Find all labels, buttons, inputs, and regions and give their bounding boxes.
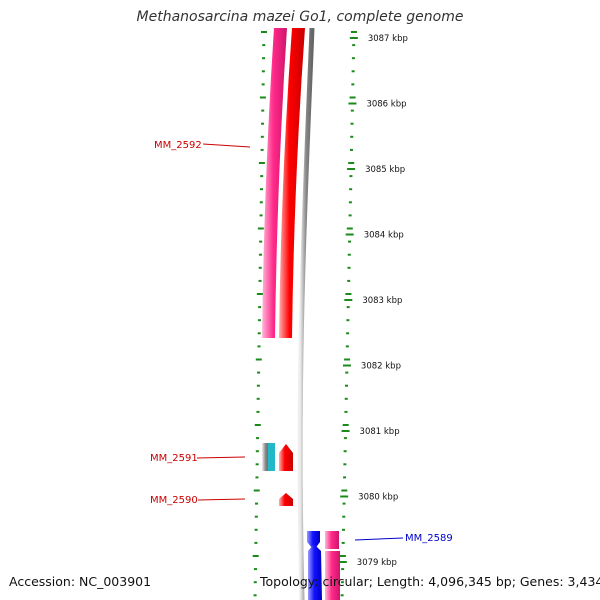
gene-mm-2591-grey-block[interactable]	[262, 443, 269, 471]
gene-mm-2589-magenta-upper[interactable]	[325, 531, 339, 549]
gene-label-mm-2589[interactable]: MM_2589	[405, 533, 453, 544]
gene-mm-2592-red-arc[interactable]	[279, 28, 305, 338]
tick-scale-right	[339, 31, 357, 597]
tick-scale-left	[252, 31, 267, 597]
genome-title: Methanosarcina mazei Go1, complete genom…	[136, 9, 464, 25]
gene-label-leader-mm-2591	[196, 456, 246, 459]
kbp-label: 3081 kbp	[360, 427, 400, 437]
gene-label-leader-mm-2590	[197, 498, 246, 501]
accession-text: Accession: NC_003901	[9, 574, 152, 589]
kbp-label: 3079 kbp	[357, 558, 397, 568]
gene-label-mm-2590[interactable]: MM_2590	[150, 495, 198, 506]
gene-mm-2590-red-arrow[interactable]	[279, 493, 293, 506]
topology-text: Topology: circular; Length: 4,096,345 bp…	[260, 574, 600, 589]
gene-mm-2592-magenta-arc[interactable]	[262, 28, 287, 338]
gene-label-mm-2592[interactable]: MM_2592	[154, 140, 202, 151]
gene-label-mm-2591[interactable]: MM_2591	[150, 453, 198, 464]
kbp-label: 3086 kbp	[366, 100, 406, 110]
kbp-labels: 3087 kbp 3086 kbp 3085 kbp 3084 kbp 3083 kbp…	[338, 34, 408, 568]
gene-label-leader-mm-2589	[354, 537, 404, 541]
gene-mm-2589-blue-block[interactable]	[308, 544, 322, 600]
gene-mm-2589-blue-arrow[interactable]	[307, 531, 320, 550]
gene-label-leader-mm-2592	[202, 143, 251, 148]
kbp-label: 3085 kbp	[365, 165, 405, 175]
gene-mm-2591-red-arrow[interactable]	[279, 444, 293, 471]
kbp-label: 3087 kbp	[368, 34, 408, 44]
kbp-label: 3084 kbp	[364, 231, 404, 241]
gene-mm-2589-magenta-lower[interactable]	[325, 551, 340, 600]
kbp-label: 3080 kbp	[358, 493, 398, 503]
kbp-label: 3082 kbp	[361, 362, 401, 372]
gene-mm-2591-cyan-block[interactable]	[268, 443, 275, 471]
genome-backbone-arc	[297, 27, 315, 600]
kbp-label: 3083 kbp	[362, 296, 402, 306]
